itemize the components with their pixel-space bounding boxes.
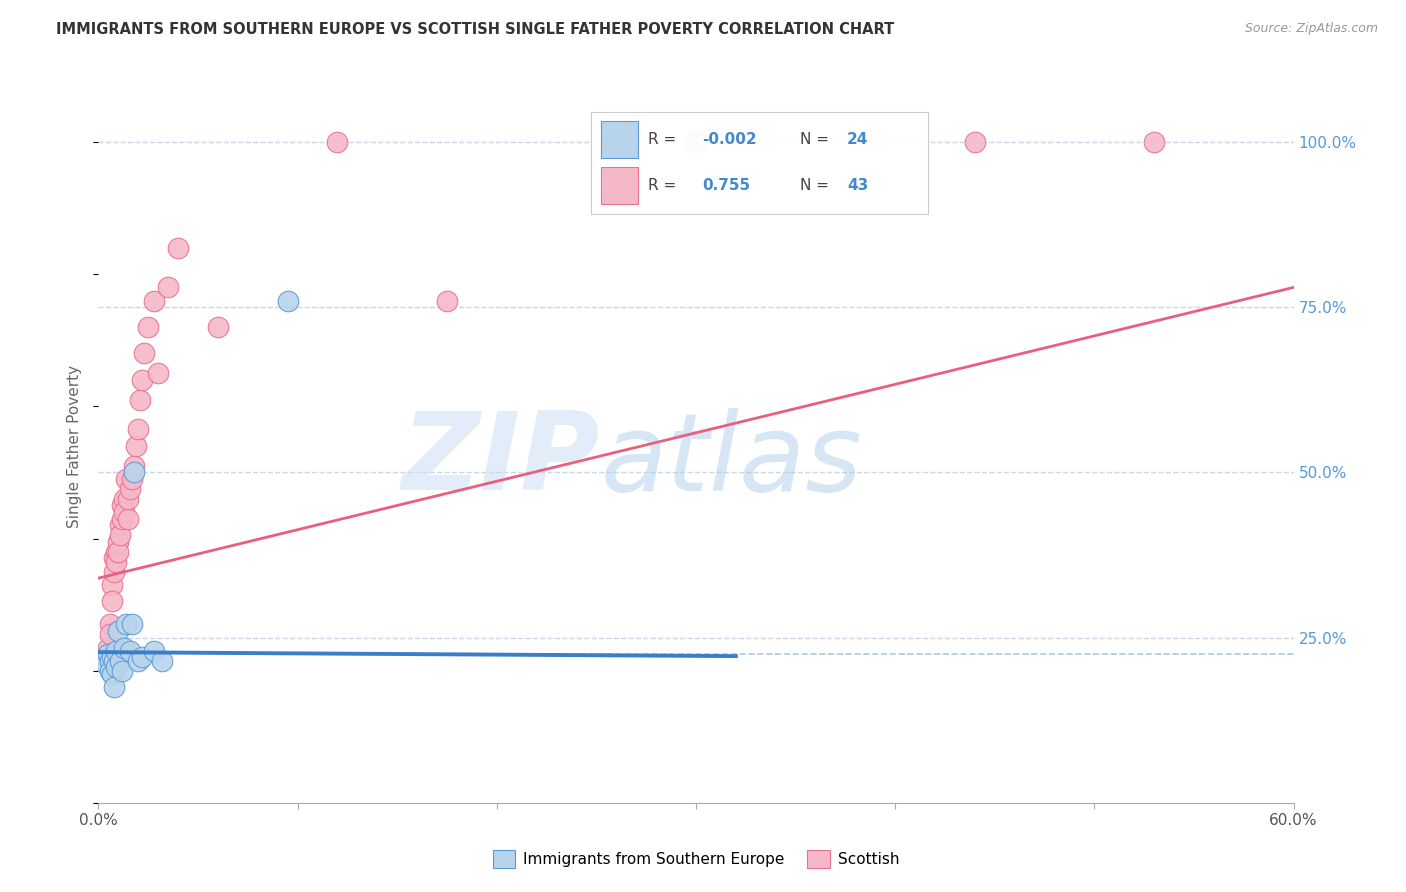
Point — [112, 640, 135, 655]
Point — [97, 647, 120, 661]
Text: atlas: atlas — [600, 408, 862, 513]
Text: 24: 24 — [846, 132, 869, 146]
Point — [121, 472, 143, 486]
Point — [685, 135, 707, 149]
Point — [277, 293, 299, 308]
Point — [103, 680, 125, 694]
Point — [105, 545, 128, 559]
Point — [93, 650, 115, 665]
Point — [436, 293, 458, 308]
Point — [143, 293, 166, 308]
Point — [97, 640, 120, 655]
Point — [143, 644, 166, 658]
Point — [112, 505, 135, 519]
Point — [111, 499, 134, 513]
Text: IMMIGRANTS FROM SOUTHERN EUROPE VS SCOTTISH SINGLE FATHER POVERTY CORRELATION CH: IMMIGRANTS FROM SOUTHERN EUROPE VS SCOTT… — [56, 22, 894, 37]
Point — [103, 551, 125, 566]
Point — [105, 660, 128, 674]
Point — [100, 664, 122, 678]
Point — [100, 654, 122, 668]
Point — [110, 528, 132, 542]
Point — [111, 664, 134, 678]
Point — [103, 654, 125, 668]
Text: R =: R = — [648, 178, 681, 193]
Text: 0.755: 0.755 — [702, 178, 749, 193]
FancyBboxPatch shape — [600, 120, 638, 158]
Point — [127, 654, 149, 668]
Point — [131, 373, 153, 387]
Text: -0.002: -0.002 — [702, 132, 756, 146]
Text: N =: N = — [800, 132, 834, 146]
Point — [134, 346, 156, 360]
Point — [121, 617, 143, 632]
Text: ZIP: ZIP — [402, 408, 600, 513]
Point — [125, 439, 148, 453]
Point — [963, 135, 986, 149]
Point — [1143, 135, 1166, 149]
Text: N =: N = — [800, 178, 834, 193]
Point — [101, 594, 124, 608]
Point — [101, 578, 124, 592]
Point — [136, 320, 159, 334]
Point — [326, 135, 349, 149]
Point — [127, 422, 149, 436]
Point — [100, 627, 122, 641]
Point — [110, 518, 132, 533]
Y-axis label: Single Father Poverty: Single Father Poverty — [67, 365, 83, 527]
Point — [91, 654, 114, 668]
Point — [105, 555, 128, 569]
FancyBboxPatch shape — [600, 167, 638, 204]
Point — [103, 565, 125, 579]
Point — [105, 644, 128, 658]
Point — [101, 667, 124, 681]
Point — [150, 654, 173, 668]
Point — [101, 650, 124, 665]
Point — [100, 617, 122, 632]
Point — [111, 511, 134, 525]
Point — [115, 472, 138, 486]
Text: 43: 43 — [846, 178, 869, 193]
Point — [120, 482, 142, 496]
Point — [117, 491, 139, 506]
Point — [112, 491, 135, 506]
Point — [207, 320, 229, 334]
Point — [124, 458, 146, 473]
Point — [96, 657, 118, 671]
Point — [107, 534, 129, 549]
Point — [91, 654, 114, 668]
Legend: Immigrants from Southern Europe, Scottish: Immigrants from Southern Europe, Scottis… — [486, 844, 905, 873]
Point — [107, 624, 129, 638]
Point — [97, 654, 120, 668]
Point — [124, 466, 146, 480]
Point — [110, 654, 132, 668]
Point — [157, 280, 180, 294]
Point — [129, 392, 152, 407]
Text: R =: R = — [648, 132, 681, 146]
Point — [117, 511, 139, 525]
Point — [131, 650, 153, 665]
Point — [120, 644, 142, 658]
Point — [96, 657, 118, 671]
Point — [148, 367, 170, 381]
Point — [167, 241, 190, 255]
Point — [115, 617, 138, 632]
Point — [107, 545, 129, 559]
Text: Source: ZipAtlas.com: Source: ZipAtlas.com — [1244, 22, 1378, 36]
